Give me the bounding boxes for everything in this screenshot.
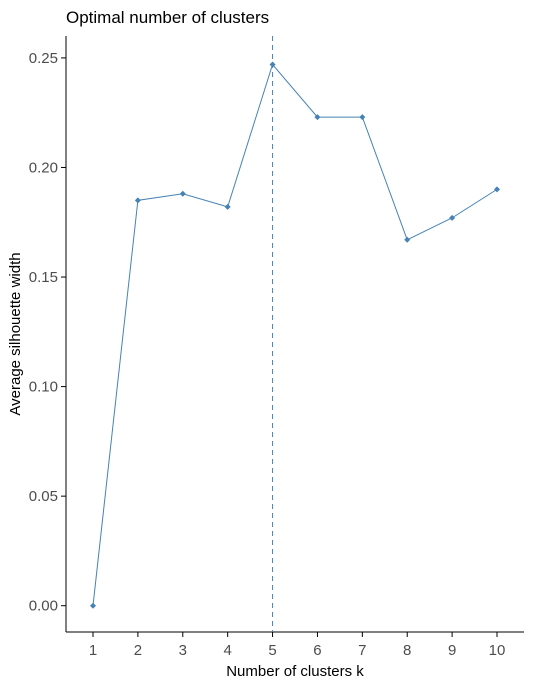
x-tick-label: 8 — [403, 642, 411, 659]
data-point — [494, 186, 500, 193]
data-point — [314, 114, 321, 121]
x-tick-label: 9 — [448, 642, 456, 659]
data-point — [269, 61, 276, 68]
y-tick-label: 0.05 — [29, 488, 58, 505]
x-tick-label: 4 — [223, 642, 231, 659]
x-tick-label: 7 — [358, 642, 366, 659]
x-tick-label: 2 — [134, 642, 142, 659]
y-tick-label: 0.00 — [29, 598, 58, 615]
data-point — [359, 114, 366, 121]
x-axis-title: Number of clusters k — [226, 663, 364, 680]
y-tick-label: 0.15 — [29, 269, 58, 286]
data-point — [179, 190, 186, 197]
series-line — [92, 63, 498, 606]
data-point — [134, 197, 141, 204]
data-point — [404, 236, 411, 243]
y-tick-label: 0.25 — [29, 50, 58, 67]
data-point — [449, 214, 456, 221]
axes: 0.00 0.05 0.10 0.15 0.20 0.25 1 2 3 4 5 6 7 8 9 10 — [29, 36, 524, 659]
series-layer — [90, 61, 500, 609]
x-tick-label: 3 — [179, 642, 187, 659]
x-tick-label: 1 — [89, 642, 97, 659]
y-axis-title: Average silhouette width — [7, 252, 24, 415]
data-point — [90, 602, 96, 609]
y-tick-label: 0.20 — [29, 159, 58, 176]
x-tick-label: 6 — [313, 642, 321, 659]
data-point — [224, 203, 231, 210]
chart-title: Optimal number of clusters — [66, 8, 269, 27]
y-tick-label: 0.10 — [29, 379, 58, 396]
x-tick-label: 10 — [489, 642, 506, 659]
x-tick-label: 5 — [268, 642, 276, 659]
